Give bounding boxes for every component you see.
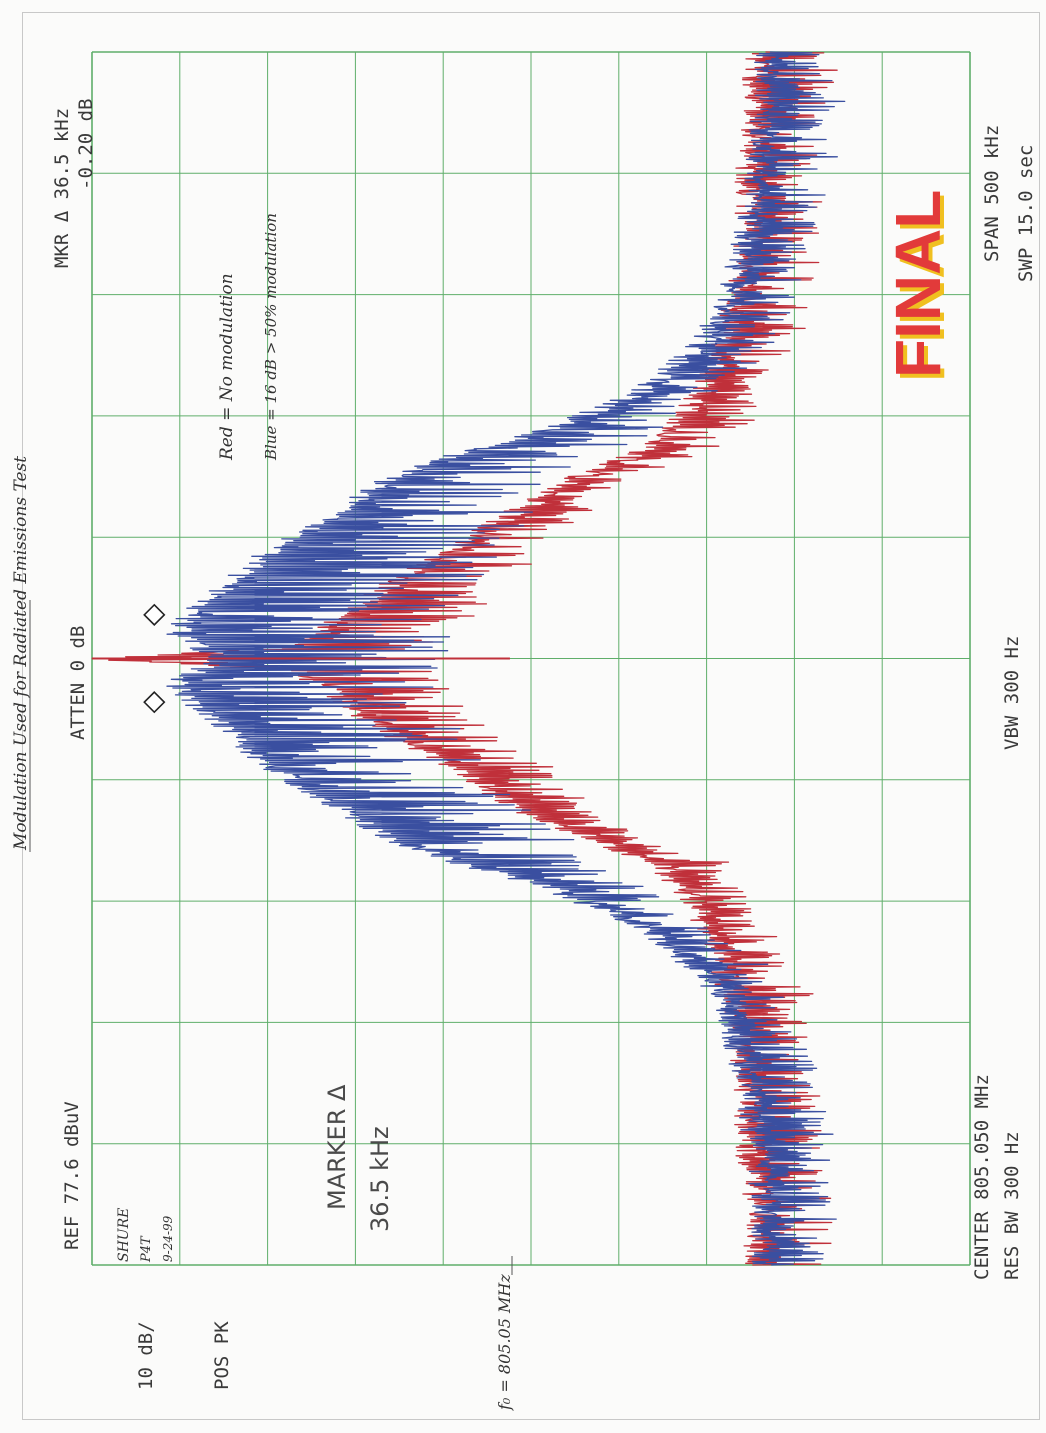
marker-diamond xyxy=(143,691,166,714)
center-label: CENTER 805.050 MHz xyxy=(971,1074,993,1280)
markers xyxy=(143,603,166,714)
handwritten-annotations: Modulation Used for Radiated Emissions T… xyxy=(11,213,514,1411)
marker-diamond xyxy=(143,603,166,626)
detector-label: POS PK xyxy=(211,1321,233,1390)
span-label: SPAN 500 kHz xyxy=(981,125,1003,262)
red-legend: Red = No modulation xyxy=(217,273,237,461)
mkr-delta-label: MKR Δ 36.5 kHz xyxy=(51,108,73,268)
final-stamp-text: FINAL xyxy=(882,190,954,378)
signature-initials: P4T xyxy=(139,1235,154,1263)
ref-label: REF 77.6 dBuV xyxy=(61,1101,83,1250)
chart-title: Modulation Used for Radiated Emissions T… xyxy=(11,456,31,851)
marker-delta-value: 36.5 kHz xyxy=(366,1126,394,1232)
scale-label: 10 dB/ xyxy=(135,1321,157,1390)
swp-label: SWP 15.0 sec xyxy=(1015,145,1037,282)
center-frequency-note: f₀ = 805.05 MHz xyxy=(495,1274,514,1411)
page-border xyxy=(22,12,1040,1420)
signature-date: 9-24-99 xyxy=(161,1215,175,1262)
blue-legend: Blue = 16 dB > 50% modulation xyxy=(262,213,280,461)
final-stamp-shadow: FINAL xyxy=(886,194,958,382)
signature-name: SHURE xyxy=(116,1208,132,1262)
instrument-text: MKR Δ 36.5 kHz -0.20 dB ATTEN 0 dB REF 7… xyxy=(51,98,1037,1390)
res-bw-label: RES BW 300 Hz xyxy=(1001,1131,1023,1280)
vbw-label: VBW 300 Hz xyxy=(1001,636,1023,750)
traces xyxy=(91,51,846,1266)
marker-delta-label: MARKER Δ xyxy=(323,1084,351,1210)
final-stamp: FINAL FINAL xyxy=(882,190,958,382)
atten-label: ATTEN 0 dB xyxy=(67,626,89,740)
mkr-delta-db: -0.20 dB xyxy=(75,98,97,190)
